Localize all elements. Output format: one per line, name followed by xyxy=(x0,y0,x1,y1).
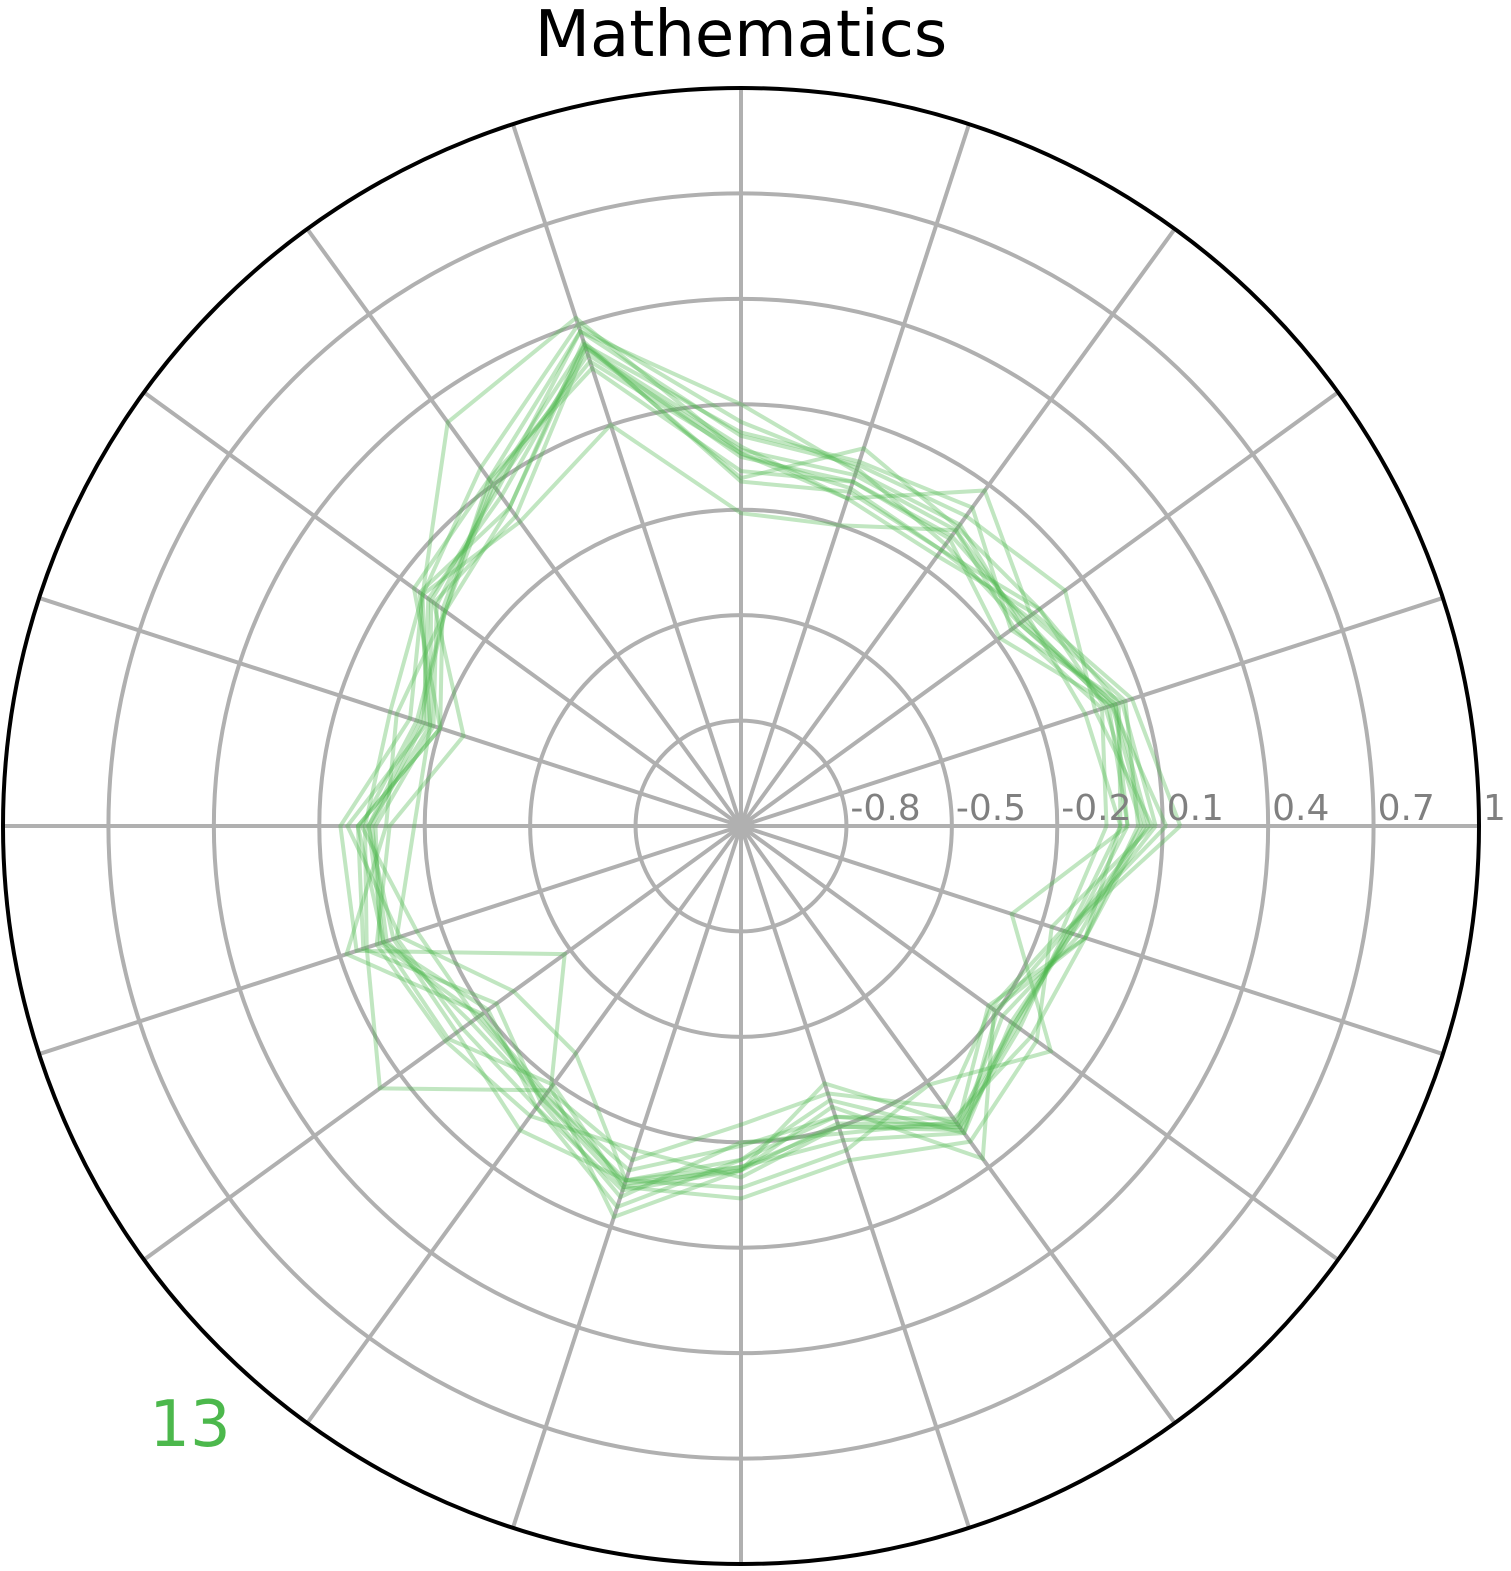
outer-frame xyxy=(1,86,1481,1566)
radial-spoke xyxy=(739,123,971,827)
radial-spoke xyxy=(739,825,971,1529)
radial-spoke xyxy=(740,824,1444,1056)
radial-spoke xyxy=(142,824,743,1262)
radial-spoke xyxy=(740,596,1444,828)
series-line xyxy=(374,345,1183,1180)
radial-tick-label: 0.4 xyxy=(1272,788,1329,829)
radial-spoke xyxy=(739,390,1340,828)
radial-tick-label: 1 xyxy=(1483,788,1506,829)
series-line xyxy=(359,338,1123,1173)
radial-spoke xyxy=(38,596,742,828)
radial-tick-label: -0.8 xyxy=(850,788,920,829)
radial-spoke xyxy=(739,824,1177,1425)
radial-spoke xyxy=(305,227,743,828)
series-line xyxy=(345,322,1130,1191)
radial-tick-label: -0.5 xyxy=(956,788,1026,829)
radial-spoke xyxy=(511,825,743,1529)
series-line xyxy=(373,351,1151,1186)
radial-spoke xyxy=(38,824,742,1056)
series-lines xyxy=(338,315,1183,1220)
count-label: 13 xyxy=(149,1388,230,1462)
series-line xyxy=(366,341,1144,1210)
series-line xyxy=(355,328,1154,1201)
series-line xyxy=(394,328,1148,1193)
radial-tick-labels: -0.8 -0.5 -0.2 0.1 0.4 0.7 1 xyxy=(850,788,1505,829)
chart-title: Mathematics xyxy=(535,0,947,72)
series-line xyxy=(355,358,1123,1200)
radial-tick-label: 0.1 xyxy=(1167,788,1224,829)
radial-tick-label: -0.2 xyxy=(1061,788,1131,829)
series-line xyxy=(369,345,1130,1190)
radial-spoke xyxy=(305,824,743,1425)
radial-spoke xyxy=(511,123,743,827)
radar-grid xyxy=(3,88,1479,1564)
series-line xyxy=(344,365,1169,1183)
series-line xyxy=(362,422,1109,1163)
radial-spoke xyxy=(142,390,743,828)
radial-tick-label: 0.7 xyxy=(1378,788,1435,829)
series-line xyxy=(366,341,1158,1183)
radial-spoke xyxy=(739,227,1177,828)
radial-spoke xyxy=(739,824,1340,1262)
series-line xyxy=(338,315,1141,1220)
